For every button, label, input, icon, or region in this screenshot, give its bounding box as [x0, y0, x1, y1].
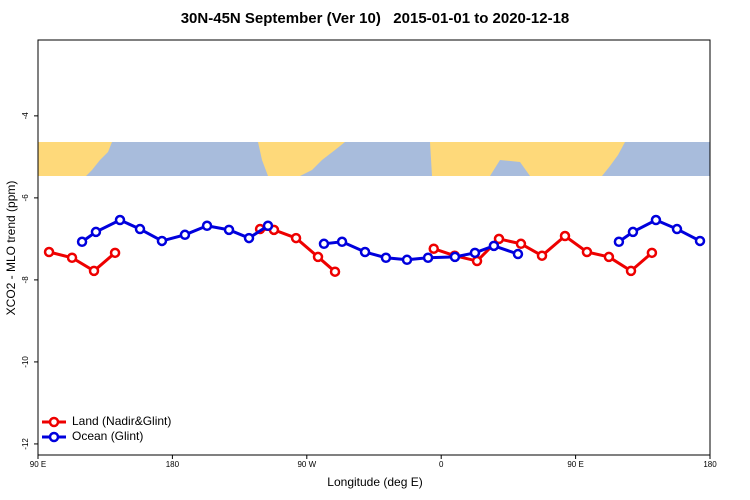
data-point	[493, 233, 505, 245]
data-point	[243, 232, 255, 244]
data-point	[90, 226, 102, 238]
data-point	[512, 248, 524, 260]
x-tick-label: 180	[166, 460, 180, 469]
data-point	[66, 252, 78, 264]
legend-label: Ocean (Glint)	[72, 429, 143, 443]
data-point	[359, 246, 371, 258]
data-point	[650, 214, 662, 226]
data-point	[422, 252, 434, 264]
map-band	[38, 142, 710, 176]
data-point	[471, 255, 483, 267]
x-tick-label: 90 E	[567, 460, 583, 469]
data-point	[76, 236, 88, 248]
x-tick-label: 90 E	[30, 460, 46, 469]
legend-marker	[48, 431, 60, 443]
y-tick-label: -6	[21, 194, 30, 202]
x-tick-label: 0	[439, 460, 444, 469]
data-point	[88, 265, 100, 277]
x-tick-label: 90 W	[297, 460, 316, 469]
data-point	[627, 226, 639, 238]
data-point	[43, 246, 55, 258]
data-point	[179, 229, 191, 241]
data-point	[109, 247, 121, 259]
y-tick-label: -10	[21, 356, 30, 368]
chart-title: 30N-45N September (Ver 10) 2015-01-01 to…	[181, 10, 570, 27]
data-point	[694, 235, 706, 247]
y-tick-label: -12	[21, 438, 30, 450]
data-point	[262, 220, 274, 232]
data-point	[646, 247, 658, 259]
y-axis-label: XCO2 - MLO trend (ppm)	[4, 181, 18, 316]
data-point	[312, 251, 324, 263]
data-point	[536, 250, 548, 261]
data-point	[156, 235, 168, 247]
data-point	[469, 247, 481, 259]
y-tick-label: -8	[21, 276, 30, 284]
data-point	[488, 240, 500, 252]
data-point	[671, 223, 683, 235]
data-point	[134, 223, 146, 235]
data-point	[625, 265, 637, 277]
data-point	[449, 251, 461, 263]
data-point	[559, 230, 571, 242]
data-point	[613, 236, 625, 248]
x-tick-label: 180	[703, 460, 717, 469]
data-point	[428, 243, 439, 254]
data-point	[329, 266, 341, 277]
data-point	[114, 214, 126, 226]
data-point	[581, 246, 593, 258]
plot-frame	[37, 39, 711, 456]
data-point	[223, 224, 235, 236]
x-axis-label: Longitude (deg E)	[327, 475, 422, 489]
data-point	[318, 238, 330, 250]
data-point	[201, 220, 213, 232]
data-point	[603, 251, 615, 263]
data-point	[515, 238, 527, 250]
legend-marker	[48, 416, 60, 428]
data-point	[401, 254, 413, 266]
data-point	[336, 236, 348, 248]
data-point	[290, 232, 302, 244]
legend-label: Land (Nadir&Glint)	[72, 414, 171, 428]
y-tick-label: -4	[21, 112, 30, 120]
data-point	[380, 252, 392, 264]
